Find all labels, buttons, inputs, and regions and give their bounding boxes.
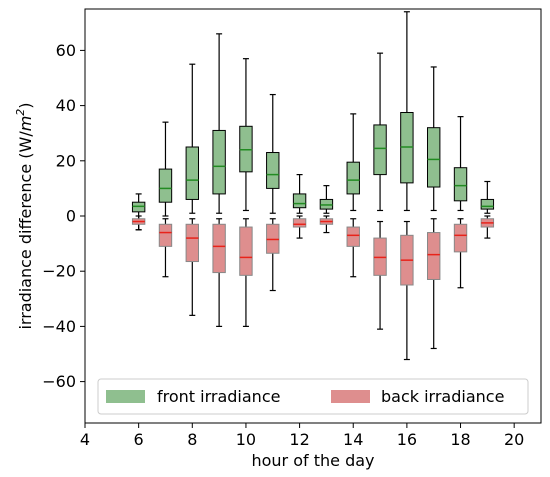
box-front-11	[266, 93, 280, 214]
x-tick-label-8: 8	[187, 430, 197, 449]
y-axis: 60 40 20 0 −20 −40 −60	[42, 41, 85, 391]
box-back-16	[400, 220, 414, 361]
y-axis-label-main: irradiance difference (W/	[16, 131, 35, 330]
x-tick-label-18: 18	[450, 430, 470, 449]
x-tick-label-6: 6	[134, 430, 144, 449]
box-body	[292, 218, 307, 228]
legend-frame	[97, 378, 529, 415]
box-body	[212, 223, 226, 274]
box-body	[158, 168, 173, 203]
box-front-15	[373, 52, 387, 212]
box-body	[427, 232, 441, 280]
box-body	[239, 226, 253, 276]
x-tick-label-20: 20	[504, 430, 524, 449]
box-back-13	[319, 215, 334, 234]
box-back-18	[453, 218, 468, 289]
x-tick-label-4: 4	[80, 430, 90, 449]
box-back-19	[480, 215, 495, 239]
box-body	[453, 167, 468, 202]
box-back-6	[131, 215, 146, 231]
box-front-13	[319, 185, 334, 214]
y-axis-label: irradiance difference (W/m2)	[14, 102, 35, 329]
x-tick-label-12: 12	[289, 430, 309, 449]
box-front-12	[292, 174, 307, 214]
y-axis-label-close: )	[16, 102, 35, 108]
y-tick-label-60: 60	[56, 41, 76, 60]
box-back-17	[427, 218, 441, 350]
box-back-12	[292, 215, 307, 239]
box-back-8	[185, 218, 199, 316]
box-body	[346, 226, 360, 247]
y-axis-label-exponent: 2	[14, 109, 27, 116]
box-body	[453, 223, 468, 253]
box-body	[480, 198, 495, 210]
box-back-9	[212, 218, 226, 327]
box-front-14	[346, 113, 360, 212]
x-tick-label-10: 10	[236, 430, 256, 449]
box-back-15	[373, 220, 387, 330]
box-back-10	[239, 218, 253, 327]
x-tick-label-14: 14	[343, 430, 363, 449]
box-front-8	[185, 63, 199, 214]
box-front-9	[212, 33, 226, 214]
legend-label-back: back irradiance	[381, 387, 504, 406]
y-tick-label-0: 0	[66, 207, 76, 226]
box-body	[158, 223, 173, 247]
y-tick-label--20: −20	[42, 262, 76, 281]
x-axis-label: hour of the day	[251, 451, 374, 470]
box-body	[427, 127, 441, 188]
box-body	[185, 146, 199, 200]
box-body	[212, 129, 226, 195]
box-body	[266, 152, 280, 189]
y-tick-label-40: 40	[56, 96, 76, 115]
plot-frame	[84, 8, 542, 424]
box-front-10	[239, 58, 253, 212]
box-front-17	[427, 66, 441, 212]
box-front-7	[158, 121, 173, 217]
x-tick-label-16: 16	[397, 430, 417, 449]
plot-content	[131, 11, 495, 361]
y-axis-label-unit: m	[16, 116, 35, 132]
y-tick-label--40: −40	[42, 317, 76, 336]
legend: front irradiance back irradiance	[97, 378, 529, 415]
box-front-16	[400, 11, 414, 212]
box-front-18	[453, 116, 468, 212]
box-back-7	[158, 218, 173, 278]
legend-label-front: front irradiance	[157, 387, 280, 406]
legend-swatch-front	[106, 390, 145, 403]
y-tick-label-20: 20	[56, 151, 76, 170]
legend-swatch-back	[331, 390, 370, 403]
box-back-14	[346, 218, 360, 278]
box-back-11	[266, 218, 280, 292]
y-tick-label--60: −60	[42, 372, 76, 391]
box-body	[373, 124, 387, 176]
x-axis: 4 6 8 10 12 14 16 18 20	[80, 423, 524, 449]
box-body	[185, 223, 199, 263]
box-body	[346, 161, 360, 195]
box-front-19	[480, 180, 495, 214]
box-body	[292, 193, 307, 209]
